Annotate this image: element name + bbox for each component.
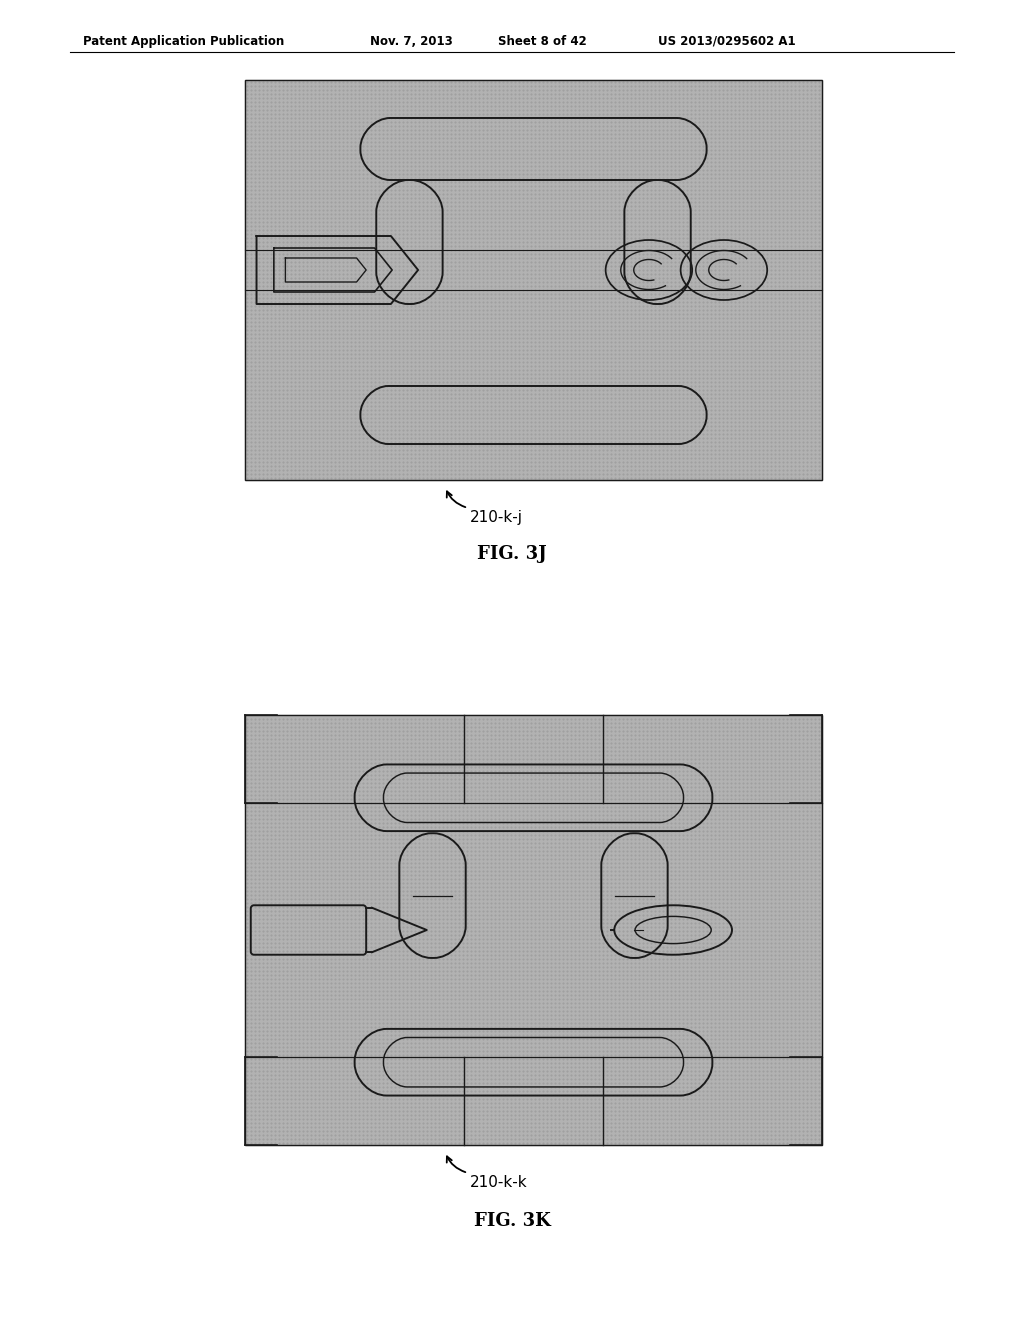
Text: US 2013/0295602 A1: US 2013/0295602 A1 [658, 36, 796, 48]
Bar [245, 715, 822, 1144]
Text: 210-k-j: 210-k-j [470, 510, 523, 525]
Text: 210-k-k: 210-k-k [470, 1175, 527, 1191]
Text: FIG. 3J: FIG. 3J [477, 545, 547, 564]
Bar [245, 715, 822, 1144]
Bar [245, 81, 822, 480]
Text: Patent Application Publication: Patent Application Publication [83, 36, 285, 48]
Text: Nov. 7, 2013: Nov. 7, 2013 [370, 36, 453, 48]
Bar [245, 81, 822, 480]
Text: Sheet 8 of 42: Sheet 8 of 42 [498, 36, 587, 48]
Text: FIG. 3K: FIG. 3K [474, 1212, 550, 1230]
